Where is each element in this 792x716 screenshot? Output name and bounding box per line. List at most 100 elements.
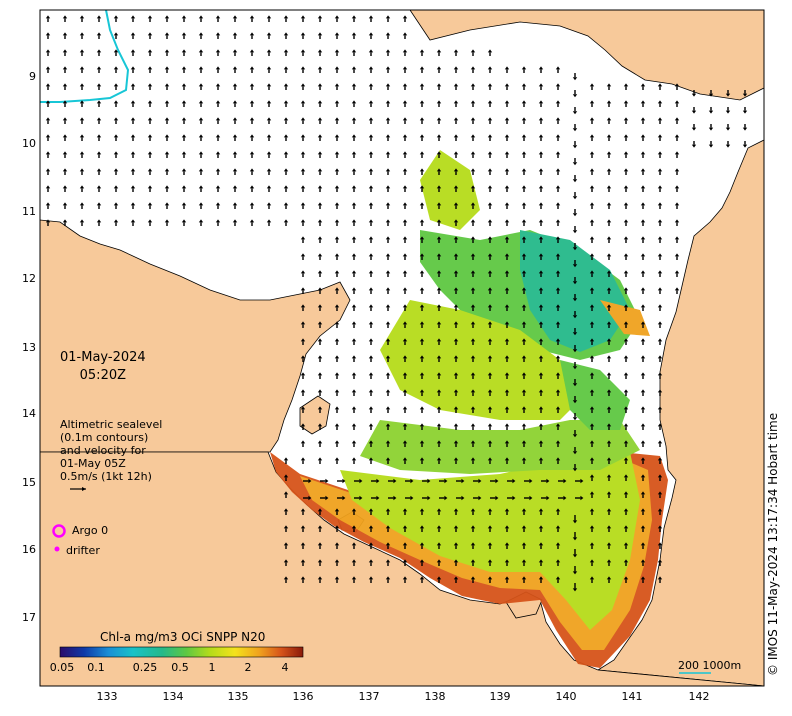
velocity-arrow-head bbox=[232, 117, 238, 121]
velocity-arrow-head bbox=[640, 576, 646, 580]
velocity-arrow-head bbox=[504, 525, 510, 529]
velocity-arrow-head bbox=[249, 83, 255, 87]
velocity-arrow-head bbox=[402, 151, 408, 155]
velocity-arrow-head bbox=[742, 127, 748, 131]
velocity-arrow-head bbox=[232, 151, 238, 155]
velocity-arrow-head bbox=[589, 202, 595, 206]
velocity-arrow-head bbox=[232, 219, 238, 223]
colorbar-tick-label: 0.5 bbox=[171, 661, 189, 674]
velocity-arrow-head bbox=[487, 321, 493, 325]
velocity-arrow-head bbox=[589, 134, 595, 138]
velocity-arrow-head bbox=[623, 100, 629, 104]
velocity-arrow-head bbox=[674, 236, 680, 240]
velocity-arrow-head bbox=[623, 168, 629, 172]
velocity-arrow-head bbox=[334, 508, 340, 512]
velocity-arrow-head bbox=[385, 406, 391, 410]
velocity-arrow-head bbox=[640, 474, 646, 478]
velocity-arrow-head bbox=[555, 406, 561, 410]
velocity-arrow-head bbox=[563, 495, 567, 501]
velocity-arrow-head bbox=[555, 202, 561, 206]
velocity-arrow-head bbox=[538, 559, 544, 563]
velocity-arrow-head bbox=[249, 117, 255, 121]
velocity-arrow-head bbox=[317, 66, 323, 70]
velocity-arrow-head bbox=[402, 508, 408, 512]
velocity-arrow-head bbox=[436, 440, 442, 444]
velocity-arrow-head bbox=[96, 185, 102, 189]
velocity-arrow-head bbox=[368, 423, 374, 427]
velocity-arrow-head bbox=[589, 355, 595, 359]
velocity-arrow-head bbox=[504, 270, 510, 274]
velocity-arrow-head bbox=[504, 219, 510, 223]
velocity-arrow-head bbox=[487, 151, 493, 155]
velocity-arrow-head bbox=[368, 83, 374, 87]
velocity-arrow-head bbox=[283, 559, 289, 563]
velocity-arrow-head bbox=[334, 559, 340, 563]
velocity-arrow-head bbox=[266, 134, 272, 138]
velocity-arrow-head bbox=[419, 117, 425, 121]
velocity-arrow-head bbox=[538, 508, 544, 512]
velocity-arrow-head bbox=[215, 219, 221, 223]
velocity-arrow-head bbox=[657, 287, 663, 291]
velocity-arrow-head bbox=[640, 168, 646, 172]
velocity-arrow-head bbox=[657, 542, 663, 546]
velocity-arrow-head bbox=[538, 389, 544, 393]
velocity-arrow-head bbox=[300, 100, 306, 104]
velocity-arrow-head bbox=[623, 474, 629, 478]
velocity-arrow-head bbox=[368, 66, 374, 70]
velocity-arrow-head bbox=[368, 355, 374, 359]
velocity-arrow-head bbox=[572, 298, 578, 302]
velocity-arrow-head bbox=[478, 478, 482, 484]
velocity-arrow-head bbox=[419, 559, 425, 563]
velocity-arrow-head bbox=[181, 134, 187, 138]
velocity-arrow-head bbox=[521, 270, 527, 274]
velocity-arrow-head bbox=[538, 219, 544, 223]
velocity-arrow-head bbox=[368, 117, 374, 121]
velocity-arrow-head bbox=[606, 559, 612, 563]
velocity-arrow-head bbox=[555, 508, 561, 512]
velocity-arrow-head bbox=[487, 559, 493, 563]
velocity-arrow-head bbox=[538, 542, 544, 546]
velocity-arrow-head bbox=[657, 508, 663, 512]
velocity-arrow-head bbox=[266, 117, 272, 121]
velocity-arrow-head bbox=[623, 287, 629, 291]
velocity-arrow-head bbox=[419, 236, 425, 240]
velocity-arrow-head bbox=[470, 304, 476, 308]
velocity-arrow-head bbox=[45, 49, 51, 53]
velocity-arrow-head bbox=[359, 478, 363, 484]
colorbar-tick-label: 1 bbox=[208, 661, 216, 674]
velocity-arrow-head bbox=[521, 83, 527, 87]
velocity-arrow-head bbox=[351, 559, 357, 563]
velocity-arrow-head bbox=[402, 372, 408, 376]
velocity-arrow-head bbox=[538, 406, 544, 410]
velocity-arrow-head bbox=[436, 202, 442, 206]
velocity-arrow-head bbox=[402, 559, 408, 563]
velocity-arrow-head bbox=[181, 15, 187, 19]
velocity-arrow-head bbox=[402, 185, 408, 189]
velocity-arrow-head bbox=[45, 202, 51, 206]
velocity-arrow-head bbox=[555, 321, 561, 325]
velocity-arrow-head bbox=[606, 508, 612, 512]
velocity-arrow-head bbox=[402, 389, 408, 393]
velocity-arrow-head bbox=[79, 83, 85, 87]
velocity-arrow-head bbox=[283, 219, 289, 223]
velocity-arrow-head bbox=[521, 219, 527, 223]
velocity-arrow-head bbox=[504, 304, 510, 308]
velocity-arrow-head bbox=[504, 542, 510, 546]
velocity-arrow-head bbox=[317, 389, 323, 393]
velocity-arrow-head bbox=[215, 100, 221, 104]
velocity-arrow-head bbox=[419, 287, 425, 291]
velocity-arrow-head bbox=[334, 185, 340, 189]
velocity-arrow-head bbox=[504, 321, 510, 325]
velocity-arrow-head bbox=[606, 406, 612, 410]
velocity-arrow-head bbox=[402, 355, 408, 359]
velocity-arrow-head bbox=[62, 49, 68, 53]
velocity-arrow-head bbox=[606, 83, 612, 87]
velocity-arrow-head bbox=[436, 372, 442, 376]
velocity-arrow-head bbox=[402, 457, 408, 461]
velocity-arrow-head bbox=[181, 66, 187, 70]
velocity-arrow-head bbox=[96, 49, 102, 53]
velocity-arrow-head bbox=[164, 185, 170, 189]
velocity-arrow-head bbox=[181, 49, 187, 53]
velocity-arrow-head bbox=[334, 202, 340, 206]
velocity-arrow-head bbox=[453, 525, 459, 529]
